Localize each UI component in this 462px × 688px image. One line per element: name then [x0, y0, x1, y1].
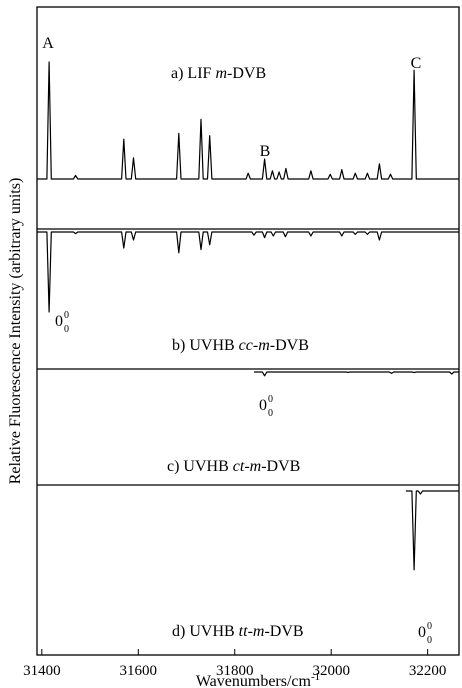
x-axis: 31400 31600 31800 32000 32200 — [23, 649, 446, 679]
svg-text:0: 0 — [259, 397, 267, 414]
origin-label-b: 0 0 0 — [55, 310, 69, 335]
panel-label-a: a) LIF m-DVB — [171, 65, 266, 82]
panel-label-b: b) UVHB cc-m-DVB — [172, 337, 309, 354]
peak-label-c: C — [411, 55, 422, 72]
svg-text:0: 0 — [268, 408, 273, 419]
svg-text:0: 0 — [427, 621, 432, 632]
panel-label-d: d) UVHB tt-m-DVB — [172, 623, 304, 640]
x-tick-label: 31400 — [23, 663, 61, 679]
panel-label-c: c) UVHB ct-m-DVB — [167, 458, 300, 475]
svg-text:0: 0 — [427, 635, 432, 646]
y-axis-label: Relative Fluorescence Intensity (arbitra… — [7, 178, 24, 485]
plot-frame — [36, 6, 460, 656]
spectrum-trace-d — [405, 490, 459, 571]
x-tick-label: 32200 — [409, 663, 447, 679]
svg-text:0: 0 — [268, 394, 273, 405]
x-tick-label: 31800 — [216, 663, 254, 679]
x-axis-label: Wavenumbers/cm-1 — [196, 671, 320, 688]
spectrum-trace-c — [254, 371, 459, 377]
svg-text:0: 0 — [64, 310, 69, 321]
spectrum-trace-b — [37, 231, 459, 313]
peak-label-a: A — [42, 35, 54, 52]
svg-text:0: 0 — [55, 313, 63, 330]
origin-label-c: 0 0 0 — [259, 394, 273, 419]
svg-text:0: 0 — [418, 624, 426, 641]
peak-label-b: B — [260, 143, 271, 160]
x-tick-label: 31600 — [120, 663, 158, 679]
x-tick-label: 32000 — [312, 663, 350, 679]
svg-text:0: 0 — [64, 324, 69, 335]
origin-label-d: 0 0 0 — [418, 621, 432, 646]
spectrum-trace-a — [37, 61, 459, 180]
